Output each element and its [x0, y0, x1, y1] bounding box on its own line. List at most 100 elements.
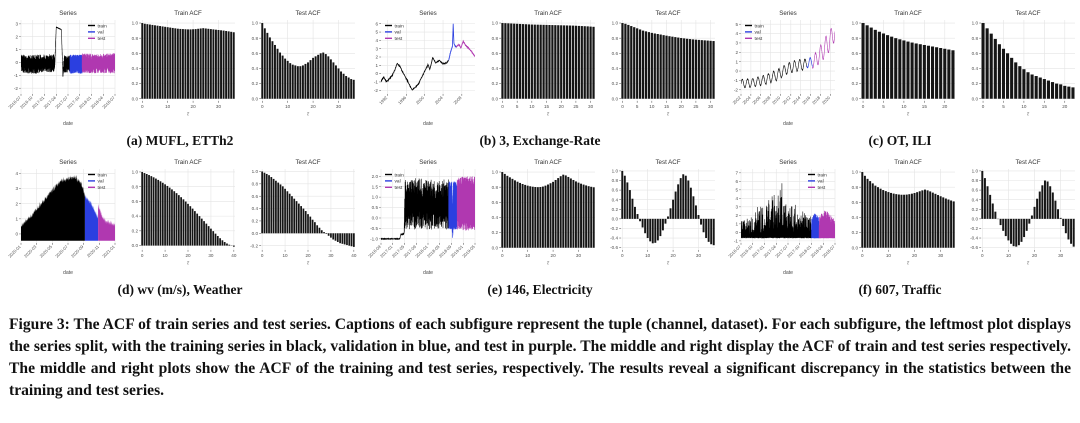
svg-text:5: 5: [735, 187, 738, 192]
svg-text:0: 0: [141, 104, 144, 109]
svg-text:2008: 2008: [761, 95, 772, 106]
svg-text:2014: 2014: [791, 95, 802, 106]
svg-text:20: 20: [1032, 253, 1038, 258]
test-acf-plot-a: Test ACF 1.0 0.8 0.6 0.4 0.2 0.0 0 10 20 30 τ: [240, 6, 360, 128]
svg-text:0.4: 0.4: [612, 66, 619, 71]
svg-text:0.8: 0.8: [972, 36, 979, 41]
svg-text:-0.2: -0.2: [970, 226, 978, 231]
svg-text:20: 20: [191, 104, 197, 109]
svg-text:-2: -2: [734, 87, 739, 92]
svg-text:0.4: 0.4: [492, 215, 499, 220]
svg-text:Test ACF: Test ACF: [655, 159, 680, 166]
svg-text:1.0: 1.0: [252, 21, 259, 26]
svg-text:10: 10: [645, 253, 651, 258]
svg-text:test: test: [98, 185, 106, 191]
svg-text:train: train: [98, 172, 108, 178]
svg-text:5: 5: [636, 104, 639, 109]
svg-text:0.4: 0.4: [252, 66, 259, 71]
svg-text:0.0: 0.0: [852, 245, 859, 250]
svg-text:2018-07: 2018-07: [101, 95, 116, 110]
svg-text:τ: τ: [307, 112, 310, 118]
svg-text:0.4: 0.4: [132, 214, 139, 219]
svg-text:0.0: 0.0: [612, 96, 619, 101]
svg-text:30: 30: [696, 253, 702, 258]
svg-text:0: 0: [621, 253, 624, 258]
svg-text:5: 5: [735, 22, 738, 27]
svg-text:30: 30: [208, 253, 214, 258]
svg-text:0.4: 0.4: [492, 66, 499, 71]
svg-text:-0.5: -0.5: [370, 226, 378, 231]
svg-text:val: val: [98, 179, 104, 185]
svg-text:3: 3: [735, 204, 738, 209]
svg-text:2019-05: 2019-05: [461, 244, 476, 259]
svg-text:20: 20: [305, 253, 311, 258]
svg-text:0: 0: [735, 69, 738, 74]
subfigure-d-plots: Series 4 3 2 1 0 2020-01 2020-03 2020-05 2020-07 2…: [0, 155, 360, 277]
subfigure-b: Series 6 5 4 3 2 1 0 -1 -2 1992 1996 2000 2004 2008 dat…: [360, 6, 720, 149]
svg-text:1.0: 1.0: [972, 169, 979, 174]
svg-text:0: 0: [15, 60, 18, 65]
svg-text:2012: 2012: [781, 95, 792, 106]
test-acf-plot-c: Test ACF 1.0 0.8 0.6 0.4 0.2 0.0 0 5 10 15 20 τ: [960, 6, 1080, 128]
subfigure-c: Series 5 4 3 2 1 0 -1 -2 2002 2004 2006 2008 2010 2012…: [720, 6, 1080, 149]
svg-text:30: 30: [336, 104, 342, 109]
svg-text:40: 40: [351, 253, 357, 258]
svg-text:val: val: [395, 30, 401, 36]
subfigure-d-caption: (d) wv (m/s), Weather: [117, 282, 243, 297]
svg-text:τ: τ: [187, 112, 190, 118]
svg-text:test: test: [755, 36, 763, 42]
svg-text:0: 0: [981, 253, 984, 258]
svg-text:0.8: 0.8: [492, 36, 499, 41]
svg-text:0.8: 0.8: [252, 36, 259, 41]
figure-row-2: Series 4 3 2 1 0 2020-01 2020-03 2020-05 2020-07 2…: [0, 155, 1080, 298]
svg-text:0.0: 0.0: [972, 96, 979, 101]
test-acf-plot-b: Test ACF 1.0 0.8 0.6 0.4 0.2 0.0 0 5 10 15 20 25 30 τ: [600, 6, 720, 128]
svg-text:0.6: 0.6: [252, 194, 259, 199]
svg-text:1996: 1996: [397, 95, 408, 106]
svg-text:0.8: 0.8: [492, 185, 499, 190]
svg-text:40: 40: [231, 253, 237, 258]
svg-text:10: 10: [529, 104, 535, 109]
svg-text:2018-07: 2018-07: [821, 244, 836, 259]
svg-text:0.4: 0.4: [972, 66, 979, 71]
svg-text:10: 10: [649, 104, 655, 109]
svg-text:1.0: 1.0: [492, 21, 499, 26]
svg-text:0.5: 0.5: [372, 205, 379, 210]
svg-text:Train ACF: Train ACF: [534, 10, 562, 17]
svg-text:0.4: 0.4: [852, 66, 859, 71]
svg-text:25: 25: [693, 104, 699, 109]
svg-text:2000: 2000: [415, 95, 426, 106]
svg-text:1.0: 1.0: [492, 170, 499, 175]
svg-text:0.4: 0.4: [252, 206, 259, 211]
svg-text:0: 0: [375, 71, 378, 76]
svg-text:20: 20: [912, 253, 918, 258]
svg-text:Test ACF: Test ACF: [655, 10, 680, 17]
svg-text:date: date: [63, 121, 73, 127]
svg-text:0.0: 0.0: [252, 231, 259, 236]
svg-text:10: 10: [165, 104, 171, 109]
subfigure-c-caption: (c) OT, ILI: [868, 133, 932, 148]
svg-text:date: date: [63, 270, 73, 276]
svg-text:2: 2: [735, 50, 738, 55]
svg-text:5: 5: [882, 104, 885, 109]
series-plot-b: Series 6 5 4 3 2 1 0 -1 -2 1992 1996 2000 2004 2008 dat…: [360, 6, 480, 128]
svg-text:0.0: 0.0: [132, 243, 139, 248]
series-plot-a: Series 3 2 1 0 -1 -2 2016-07 2016-10 2017-01 2017-…: [0, 6, 120, 128]
svg-text:-0.4: -0.4: [610, 236, 618, 241]
svg-text:test: test: [395, 185, 403, 191]
svg-text:Series: Series: [59, 159, 77, 166]
svg-text:5: 5: [1002, 104, 1005, 109]
svg-text:0.6: 0.6: [612, 51, 619, 56]
svg-text:τ: τ: [547, 261, 550, 267]
subfigure-e-plots: Series 2.0 1.5 1.0 0.5 0.0 -0.5 -1.0 2016-09 2017…: [360, 155, 720, 277]
svg-text:Series: Series: [779, 10, 797, 17]
svg-text:0.2: 0.2: [132, 81, 139, 86]
svg-text:10: 10: [285, 104, 291, 109]
svg-text:20: 20: [1062, 104, 1068, 109]
svg-text:date: date: [423, 270, 433, 276]
svg-text:0.4: 0.4: [612, 197, 619, 202]
series-plot-f: Series 7 6 5 4 3 2 1 0 -1 2016-07 2016-10 2017-01 201…: [720, 155, 840, 277]
svg-text:0.2: 0.2: [252, 81, 259, 86]
svg-text:0.2: 0.2: [492, 230, 499, 235]
